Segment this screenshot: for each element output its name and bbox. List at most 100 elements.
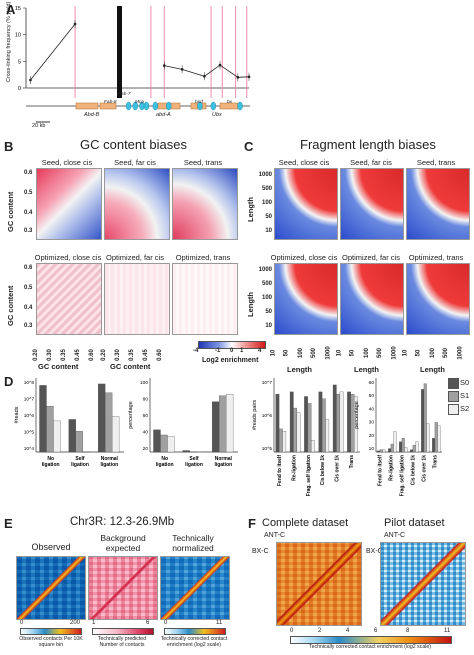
d-category-label: Fend to itself <box>277 455 283 486</box>
f-heatmap-complete <box>276 542 362 626</box>
b-title-3: Optimized, close cis <box>34 253 102 262</box>
d-ytick-label: 10^6 <box>24 413 35 419</box>
d-bar <box>153 429 161 453</box>
c-xtick-label: 1000 <box>391 346 398 360</box>
c-heatmap-seed-far <box>340 168 404 240</box>
d-bar <box>304 396 308 453</box>
e-cb2-tick-0: 0 <box>164 620 168 626</box>
a-ytick-label: 5 <box>18 59 21 65</box>
d-bar <box>354 396 358 453</box>
element-label-bxd: bxd <box>195 100 203 105</box>
e-cb2-tick-1: 11 <box>216 620 223 626</box>
c-ytick-label: 100 <box>261 295 272 301</box>
c-ytick-label: 10 <box>265 323 272 329</box>
e-cb1-tick-1: 6 <box>146 620 150 626</box>
c-xtick-label: 10 <box>270 349 277 357</box>
b-xtick-label: 0.35 <box>60 349 67 361</box>
cb-tick-2: 0 <box>230 348 234 354</box>
panel-a-label: A <box>6 2 16 17</box>
f-ant-c-1: ANT-C <box>384 532 405 539</box>
c-ytick-label: 10 <box>265 228 272 234</box>
a-element-oval <box>152 101 159 111</box>
d-bar <box>293 407 298 453</box>
d-bar <box>432 438 436 453</box>
cb-label: Log2 enrichment <box>202 357 259 364</box>
d-ytick-label: 10^4 <box>24 446 35 452</box>
d-category-label-part: ligation <box>156 462 174 468</box>
c-ytick-label: 50 <box>265 214 272 220</box>
d-bar <box>75 431 83 453</box>
e-title-1: Background expected <box>100 533 146 553</box>
d-ylabel: #reads pairs <box>252 400 258 431</box>
panel-a-ylabel: Cross-linking frequency (% yield) <box>6 1 12 82</box>
fab7-black-bar <box>117 6 122 98</box>
panel-e-label: E <box>4 516 13 531</box>
b-xtick-label: 0.30 <box>114 349 121 361</box>
d-category-label: No ligation <box>42 456 60 468</box>
d-ylabel: percentage <box>128 401 134 429</box>
c-heatmap-seed-trans <box>406 168 470 240</box>
a-element-oval <box>166 101 172 111</box>
d-category-label-part: ligation <box>185 462 203 468</box>
d-category-label: Frag. self ligation <box>400 455 406 496</box>
gene-box-abd-b <box>75 102 99 110</box>
panel-f-label: F <box>248 516 256 531</box>
d-category-label: Cis below 1k <box>411 455 417 486</box>
d-category-label: No ligation <box>156 456 174 468</box>
c-ytick-label: 1000 <box>258 267 272 273</box>
b-ytick-1: 0.5 <box>24 190 33 196</box>
d-bar <box>39 385 47 453</box>
d-bar <box>404 447 408 453</box>
d-bar <box>307 403 312 453</box>
d-bar <box>401 438 405 453</box>
cb-tick-0: -4 <box>193 348 199 354</box>
a-element-oval <box>143 101 150 111</box>
c-ylabel-top: Length <box>246 197 255 222</box>
d-ylabel: percentage <box>354 401 360 429</box>
d-legend-label-s1: S1 <box>460 391 470 400</box>
d-category-label: Re-ligation <box>292 455 298 481</box>
panel-c-title: Fragment length biases <box>300 137 436 152</box>
b-xtick-label: 0.60 <box>156 349 163 361</box>
d-bar <box>212 401 220 453</box>
d-ytick-label: 100 <box>140 380 148 386</box>
e-title-2: Technically normalized <box>172 533 214 553</box>
c-title-0: Seed, close cis <box>278 158 330 167</box>
d-ytick-label: 40 <box>369 406 375 412</box>
c-ytick-label: 500 <box>261 186 272 192</box>
b-heatmap-seed-trans <box>172 168 238 240</box>
d-category-label-part: ligation <box>100 462 118 468</box>
d-ytick-label: 10^6 <box>262 413 273 419</box>
b-xlabel-1: GC content <box>110 362 151 371</box>
d-bar <box>410 449 414 453</box>
d-bar <box>311 440 315 453</box>
f-cb-tick-4: 8 <box>406 628 410 634</box>
f-bx-c-1: BX-C <box>366 548 383 555</box>
e-cb2-label: Technically corrected contact enrichment… <box>160 636 228 648</box>
d-ytick-label: 30 <box>369 420 375 426</box>
panel-b-title: GC content biases <box>80 137 187 152</box>
c-heatmap-opt-far <box>340 263 404 335</box>
panel-d-label: D <box>4 374 14 389</box>
d-bar <box>160 434 168 453</box>
panel-b-label: B <box>4 139 14 154</box>
c-heatmap-seed-close <box>274 168 338 240</box>
d-ylabel: #reads <box>14 406 20 423</box>
a-ytick-label: 10 <box>15 33 21 39</box>
d-category-label-part: Self <box>75 456 85 462</box>
d-bar <box>421 389 425 453</box>
d-bar <box>336 394 341 453</box>
c-xtick-label: 100 <box>430 347 437 359</box>
d-category-label: Self ligation <box>71 456 89 468</box>
panel-a-chart: 15 10 5 0 <box>15 6 251 123</box>
d-bar <box>325 419 330 453</box>
d-category-label-part: No <box>47 456 54 462</box>
d-bar <box>332 384 337 453</box>
c-ytick-label: 50 <box>265 309 272 315</box>
d-bar <box>415 441 419 453</box>
b-title-5: Optimized, trans <box>175 253 231 262</box>
c-ylabel-bottom: Length <box>246 292 255 317</box>
b-title-1: Seed, far cis <box>114 158 156 167</box>
c-ytick-label: 1000 <box>258 172 272 178</box>
